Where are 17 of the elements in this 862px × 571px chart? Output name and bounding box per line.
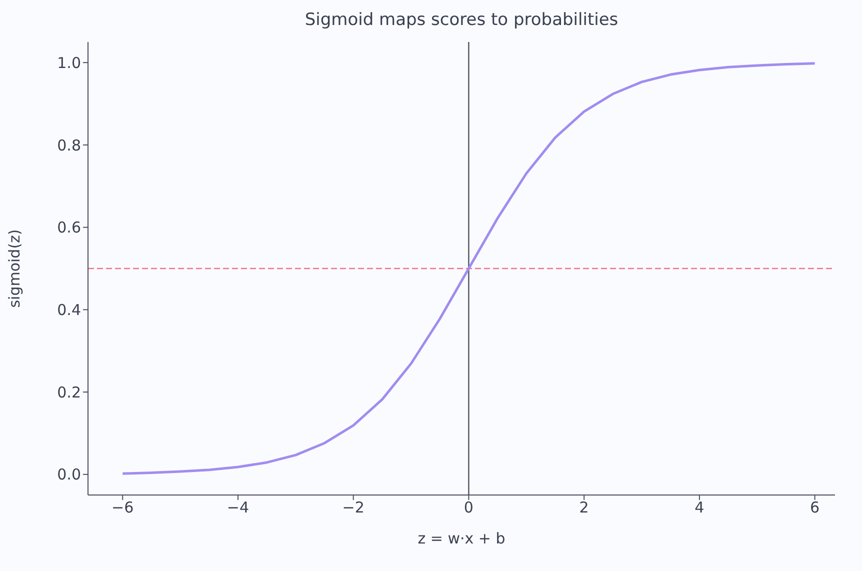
y-axis-title: sigmoid(z) xyxy=(5,229,24,308)
x-tick-label: 4 xyxy=(694,498,704,517)
y-tick-label: 0.0 xyxy=(57,466,81,484)
y-tick-label: 1.0 xyxy=(57,54,81,72)
x-axis-title: z = w·x + b xyxy=(418,530,506,548)
y-tick-label: 0.4 xyxy=(57,301,81,320)
x-tick-label: −4 xyxy=(226,498,250,517)
x-tick-label: −2 xyxy=(342,498,364,517)
x-tick-label: 0 xyxy=(464,498,474,517)
y-tick-label: 0.8 xyxy=(57,136,81,154)
x-tick-label: 2 xyxy=(579,498,589,517)
y-tick-label: 0.6 xyxy=(57,218,81,237)
x-tick-label: 6 xyxy=(810,498,820,517)
y-tick-label: 0.2 xyxy=(57,383,81,402)
line-series xyxy=(121,62,816,475)
x-tick-label: −6 xyxy=(112,498,134,517)
chart-title: Sigmoid maps scores to probabilities xyxy=(304,10,620,30)
